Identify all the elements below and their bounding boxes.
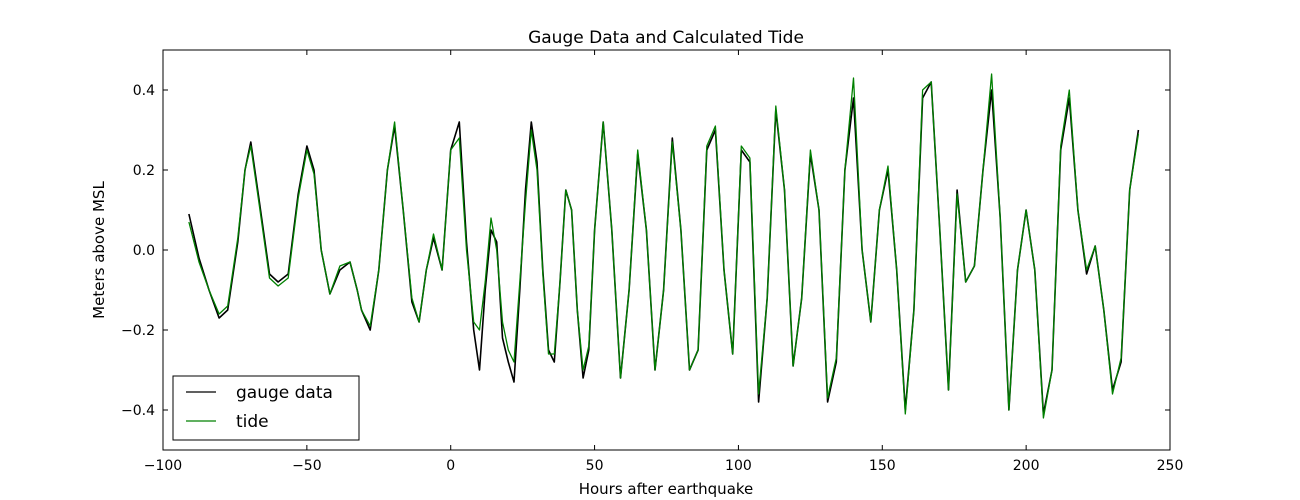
x-axis-label: Hours after earthquake <box>579 480 754 498</box>
x-tick-label: 100 <box>725 458 752 474</box>
series-layer <box>188 73 1140 419</box>
y-axis-label: Meters above MSL <box>90 181 108 319</box>
x-tick-label: 50 <box>586 458 604 474</box>
x-tick-label: 150 <box>869 458 896 474</box>
x-tick-label: −50 <box>292 458 322 474</box>
y-tick-label: −0.2 <box>121 323 155 339</box>
legend-box <box>172 375 360 441</box>
y-tick-label: 0.2 <box>133 163 155 179</box>
x-tick-label: 200 <box>1013 458 1040 474</box>
x-tick-label: 250 <box>1157 458 1184 474</box>
legend: gauge data tide <box>172 375 360 441</box>
y-tick-label: 0.4 <box>133 83 155 99</box>
x-tick-label: 0 <box>446 458 455 474</box>
legend-label-gauge-data: gauge data <box>236 383 333 403</box>
y-tick-label: 0.0 <box>133 243 155 259</box>
x-tick-label: −100 <box>144 458 182 474</box>
y-tick-label: −0.4 <box>121 403 155 419</box>
x-ticks: −100 −50 0 50 100 150 200 250 <box>144 50 1184 474</box>
series-line-tide <box>188 73 1140 419</box>
legend-label-tide: tide <box>236 412 269 432</box>
chart-title: Gauge Data and Calculated Tide <box>528 28 804 48</box>
y-ticks: −0.4 −0.2 0.0 0.2 0.4 <box>121 83 1170 419</box>
